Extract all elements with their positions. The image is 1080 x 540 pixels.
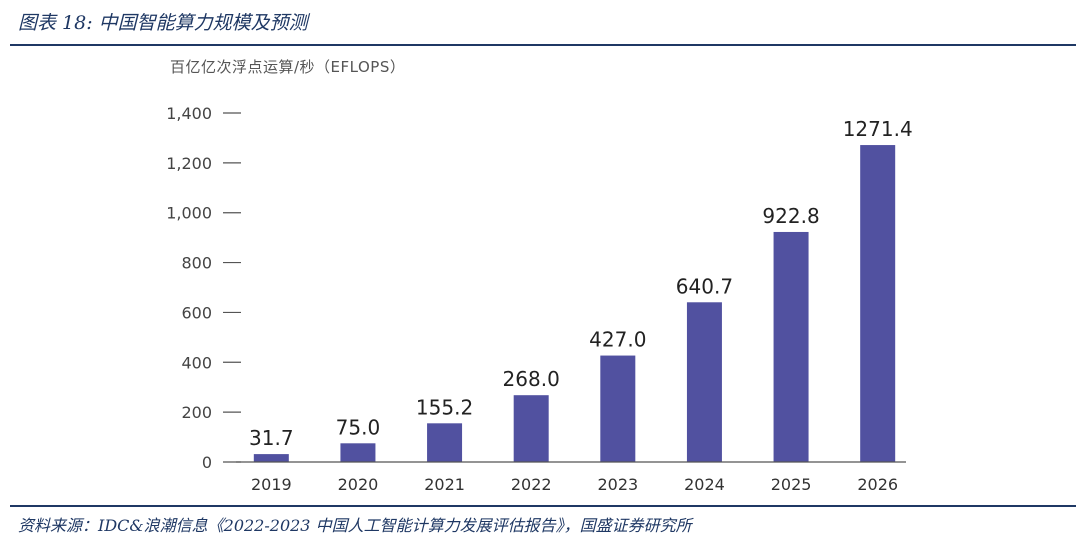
title-rule (10, 44, 1076, 46)
y-tick-label: 200 (181, 403, 212, 422)
x-tick-label-2024: 2024 (684, 475, 725, 494)
y-tick-label: 1,400 (166, 104, 212, 123)
bar-2023 (600, 355, 636, 462)
data-label-2019: 31.7 (249, 426, 294, 450)
source-rule (10, 505, 1076, 507)
bar-2026 (860, 145, 896, 462)
data-label-2023: 427.0 (589, 328, 646, 352)
data-label-2022: 268.0 (503, 367, 560, 391)
x-tick-label-2025: 2025 (771, 475, 812, 494)
y-axis-unit-label: 百亿亿次浮点运算/秒（EFLOPS） (170, 58, 406, 76)
x-tick-label-2022: 2022 (511, 475, 552, 494)
y-tick-label: 0 (202, 453, 212, 472)
y-tick-label: 1,000 (166, 204, 212, 223)
x-tick-label-2019: 2019 (251, 475, 292, 494)
x-tick-label-2020: 2020 (338, 475, 379, 494)
data-label-2025: 922.8 (762, 204, 819, 228)
data-label-2020: 75.0 (336, 415, 381, 439)
bar-2022 (513, 395, 549, 462)
bar-chart: 0 200 400 600 800 1,000 1,200 1,400 31.7 75.0 155… (166, 104, 913, 494)
y-tick-label: 1,200 (166, 154, 212, 173)
bar-2021 (427, 423, 463, 462)
y-tick-label: 400 (181, 353, 212, 372)
bar-2020 (340, 443, 376, 462)
source-note: 资料来源：IDC&浪潮信息《2022-2023 中国人工智能计算力发展评估报告》… (18, 516, 692, 535)
bar-2025 (773, 231, 809, 462)
bar-2019 (253, 454, 289, 462)
x-tick-label-2021: 2021 (424, 475, 465, 494)
data-label-2024: 640.7 (676, 274, 733, 298)
x-tick-label-2023: 2023 (597, 475, 638, 494)
bars (253, 145, 896, 462)
data-labels: 31.7 75.0 155.2 268.0 427.0 640.7 922.8 1271.4 (249, 117, 913, 450)
y-tick-label: 600 (181, 303, 212, 322)
y-axis: 0 200 400 600 800 1,000 1,200 1,400 (166, 104, 241, 472)
data-label-2021: 155.2 (416, 395, 473, 419)
y-tick-label: 800 (181, 254, 212, 273)
x-tick-label-2026: 2026 (857, 475, 898, 494)
x-axis: 2019 2020 2021 2022 2023 2024 2025 2026 (236, 461, 906, 494)
data-label-2026: 1271.4 (843, 117, 913, 141)
bar-2024 (686, 302, 722, 462)
figure-title: 图表 18: 中国智能算力规模及预测 (18, 12, 308, 34)
